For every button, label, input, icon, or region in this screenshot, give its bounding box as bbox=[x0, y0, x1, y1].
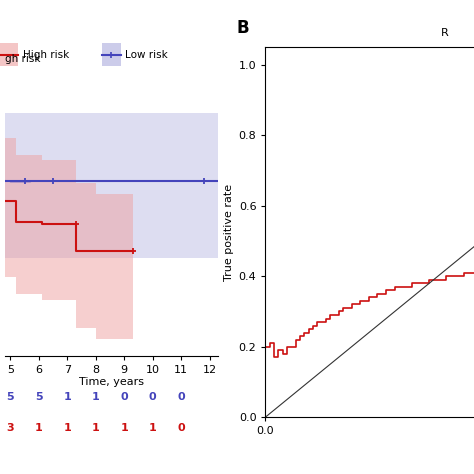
Text: Low risk: Low risk bbox=[125, 49, 168, 60]
Text: 1: 1 bbox=[92, 423, 100, 433]
Text: 1: 1 bbox=[120, 423, 128, 433]
Text: 1: 1 bbox=[35, 423, 43, 433]
Text: 5: 5 bbox=[35, 392, 43, 402]
Text: 1: 1 bbox=[92, 392, 100, 402]
Text: 1: 1 bbox=[64, 392, 71, 402]
Y-axis label: True positive rate: True positive rate bbox=[225, 184, 235, 281]
Text: gh risk: gh risk bbox=[5, 54, 40, 64]
Text: 0: 0 bbox=[149, 392, 156, 402]
Text: 0: 0 bbox=[177, 392, 185, 402]
Text: B: B bbox=[237, 19, 250, 37]
Text: High risk: High risk bbox=[23, 49, 69, 60]
Text: 3: 3 bbox=[7, 423, 14, 433]
Text: R: R bbox=[441, 28, 448, 38]
X-axis label: Time, years: Time, years bbox=[79, 377, 144, 387]
Text: 1: 1 bbox=[64, 423, 71, 433]
Text: 0: 0 bbox=[120, 392, 128, 402]
Text: 1: 1 bbox=[149, 423, 156, 433]
Text: 0: 0 bbox=[177, 423, 185, 433]
Text: 5: 5 bbox=[7, 392, 14, 402]
